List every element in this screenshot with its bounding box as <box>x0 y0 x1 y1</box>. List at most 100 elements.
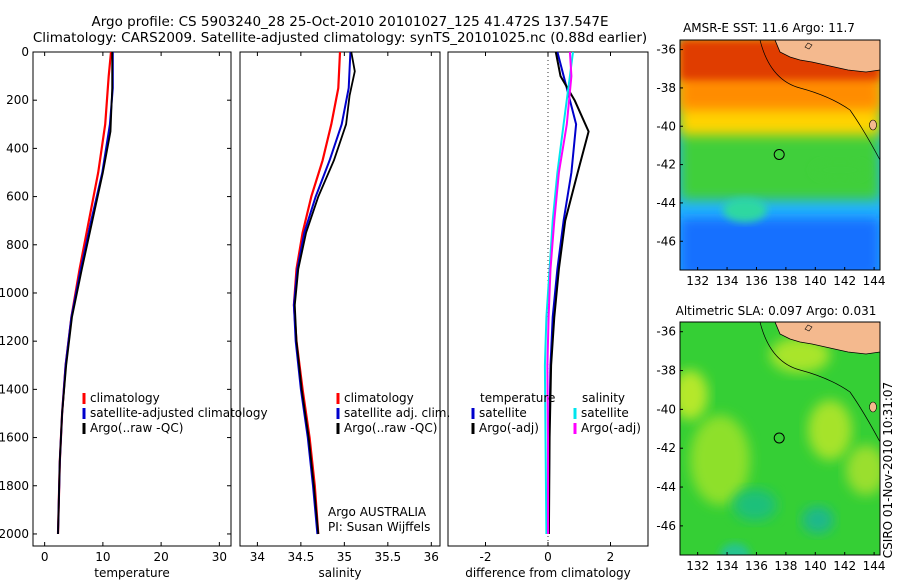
difference-xtick-label: 0 <box>544 550 552 564</box>
salinity-axes-frame <box>239 51 441 547</box>
sla-map-xtick-label: 134 <box>716 559 739 573</box>
sst-map-frame <box>679 39 881 271</box>
salinity-xlabel: salinity <box>318 566 361 580</box>
sla-map-ytick-label: -44 <box>656 480 676 494</box>
salinity-annotation-line2: PI: Susan Wijffels <box>328 520 430 534</box>
sla-map-xtick-label: 140 <box>804 559 827 573</box>
salinity-xtick-label: 34.5 <box>288 550 315 564</box>
difference-series-line <box>546 51 573 534</box>
temperature-ytick-label: 1400 <box>0 382 29 396</box>
sst-map-xtick-label: 144 <box>863 274 886 288</box>
temperature-ytick-label: 200 <box>6 93 29 107</box>
sst-map-panel: AMSR-E SST: 11.6 Argo: 11.7 132 134 136 138… <box>656 21 885 288</box>
temperature-ytick-label: 1200 <box>0 334 29 348</box>
salinity-panel: 34 34.5 35 35.5 36 salinity climatologysatelli… <box>239 51 450 580</box>
salinity-legend-label: satellite adj. clim. <box>344 406 450 420</box>
sla-map-title: Altimetric SLA: 0.097 Argo: 0.031 <box>676 304 877 318</box>
temperature-axes-frame <box>32 51 232 547</box>
salinity-xtick-label: 35 <box>337 550 352 564</box>
temperature-ytick-label: 800 <box>6 238 29 252</box>
sst-bathymetry-contour <box>759 40 880 161</box>
sst-map-xtick-label: 140 <box>804 274 827 288</box>
sla-map-field <box>680 322 880 555</box>
temperature-ytick-label: 0 <box>21 45 29 59</box>
sst-map-ytick-label: -42 <box>656 158 676 172</box>
salinity-xtick-label: 36 <box>424 550 439 564</box>
sst-map-xtick-label: 132 <box>686 274 709 288</box>
temperature-xtick-label: 0 <box>41 550 49 564</box>
figure-title-line1: Argo profile: CS 5903240_28 25-Oct-2010 … <box>91 14 608 30</box>
temperature-panel: 0 10 20 30 0 200 400 600 800 1000 1200 1400 1600 1800… <box>0 45 268 580</box>
sst-map-ytick-label: -38 <box>656 81 676 95</box>
sla-map-ytick-label: -36 <box>656 325 676 339</box>
difference-salinity-legend-label: Argo(-adj) <box>581 421 641 435</box>
temperature-legend-label: satellite-adjusted climatology <box>90 406 268 420</box>
difference-salinity-legend-label: satellite <box>581 406 629 420</box>
salinity-series-line <box>293 51 356 535</box>
sla-map-ytick-label: -40 <box>656 402 676 416</box>
sst-map-axes: 132 134 136 138 140 142 144 -36 -38 -40 -42 -44 -46 <box>656 43 885 288</box>
sla-map-frame <box>679 321 881 556</box>
difference-xtick-label: -2 <box>480 550 492 564</box>
sla-bathymetry-contour <box>759 322 880 443</box>
sst-map-ytick-label: -40 <box>656 119 676 133</box>
temperature-xlabel: temperature <box>94 566 169 580</box>
salinity-legend-label: Argo(..raw -QC) <box>344 421 437 435</box>
temperature-xtick-label: 30 <box>212 550 227 564</box>
sla-map-xtick-label: 136 <box>745 559 768 573</box>
salinity-legend-label: climatology <box>344 391 414 405</box>
sla-land-mass <box>774 322 880 355</box>
sst-map-field <box>680 40 880 270</box>
temperature-ytick-label: 400 <box>6 141 29 155</box>
sst-land-mass <box>774 40 880 73</box>
difference-temperature-legend-label: Argo(-adj) <box>479 421 539 435</box>
temperature-ytick-label: 1000 <box>0 286 29 300</box>
sla-map-ytick-label: -42 <box>656 441 676 455</box>
sst-map-ytick-label: -46 <box>656 234 676 248</box>
sla-map-xtick-label: 142 <box>833 559 856 573</box>
sst-argo-position-marker <box>773 149 785 160</box>
sst-map-xtick-label: 138 <box>774 274 797 288</box>
side-timestamp: CSIRO 01-Nov-2010 10:31:07 <box>881 382 895 558</box>
temperature-ytick-label: 2000 <box>0 527 29 541</box>
sst-map-xtick-label: 136 <box>745 274 768 288</box>
difference-temperature-legend-label: satellite <box>479 406 527 420</box>
temperature-xtick-label: 10 <box>95 550 110 564</box>
difference-xtick-label: 2 <box>607 550 615 564</box>
sla-map-xtick-label: 144 <box>863 559 886 573</box>
temperature-legend-label: climatology <box>90 391 160 405</box>
salinity-xtick-label: 34 <box>250 550 265 564</box>
difference-legend-heading-salinity: salinity <box>582 391 625 405</box>
sla-map-axes: 132 134 136 138 140 142 144 -36 -38 -40 -42 -44 -46 <box>656 325 885 573</box>
difference-xlabel: difference from climatology <box>465 566 631 580</box>
sla-map-panel: Altimetric SLA: 0.097 Argo: 0.031 132 134… <box>656 304 885 573</box>
sla-map-xtick-label: 138 <box>774 559 797 573</box>
salinity-series-line <box>292 51 342 535</box>
sla-map-ytick-label: -46 <box>656 519 676 533</box>
temperature-legend-label: Argo(..raw -QC) <box>90 421 183 435</box>
salinity-series-line <box>292 51 352 535</box>
figure-title-line2: Climatology: CARS2009. Satellite-adjuste… <box>33 30 647 46</box>
difference-legend-heading-temperature: temperature <box>480 391 555 405</box>
sst-map-xtick-label: 134 <box>716 274 739 288</box>
difference-series-line <box>543 51 574 535</box>
sst-map-title: AMSR-E SST: 11.6 Argo: 11.7 <box>683 21 855 35</box>
sst-map-ytick-label: -44 <box>656 196 676 210</box>
sst-map-xtick-label: 142 <box>833 274 856 288</box>
difference-panel: -2 0 2 difference from climatology temperatu… <box>447 51 649 580</box>
temperature-series-line <box>56 51 113 535</box>
temperature-ytick-label: 600 <box>6 190 29 204</box>
salinity-annotation-line1: Argo AUSTRALIA <box>328 505 427 519</box>
temperature-ytick-label: 1600 <box>0 431 29 445</box>
temperature-series-line <box>57 52 114 535</box>
sla-map-ytick-label: -38 <box>656 364 676 378</box>
sla-map-xtick-label: 132 <box>686 559 709 573</box>
difference-series-line <box>547 51 578 535</box>
sst-map-ytick-label: -36 <box>656 43 676 57</box>
salinity-xtick-label: 35.5 <box>374 550 401 564</box>
temperature-ytick-label: 1800 <box>0 479 29 493</box>
sla-argo-position-marker <box>773 432 785 444</box>
temperature-xtick-label: 20 <box>153 550 168 564</box>
